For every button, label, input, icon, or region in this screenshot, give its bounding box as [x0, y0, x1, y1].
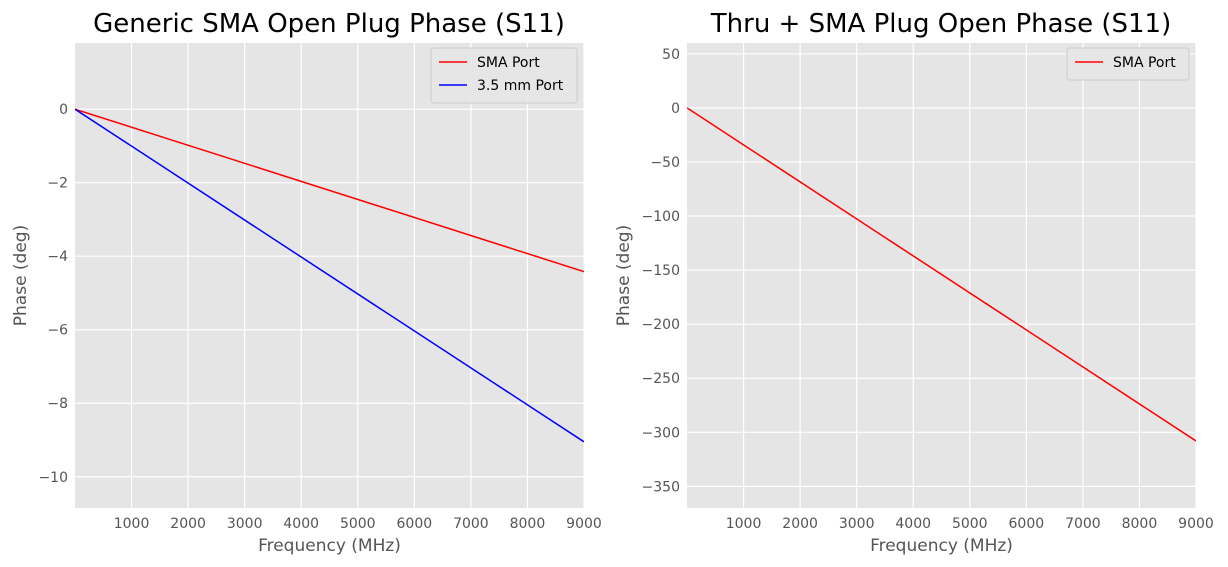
x-tick-label: 8000 — [510, 516, 546, 532]
y-tick-label: −350 — [642, 479, 680, 495]
x-tick-label: 9000 — [1178, 516, 1214, 532]
x-tick-label: 4000 — [895, 516, 931, 532]
y-tick-label: −250 — [642, 371, 680, 387]
y-tick-label: −10 — [38, 470, 68, 486]
legend-label: SMA Port — [1113, 55, 1176, 71]
y-tick-label: −2 — [47, 176, 68, 192]
y-tick-label: −8 — [47, 396, 68, 412]
legend-label: 3.5 mm Port — [477, 78, 564, 94]
x-tick-label: 5000 — [340, 516, 376, 532]
x-tick-label: 3000 — [227, 516, 263, 532]
y-tick-label: −6 — [47, 323, 68, 339]
y-axis-label: Phase (deg) — [614, 225, 634, 326]
x-tick-label: 3000 — [839, 516, 875, 532]
x-tick-label: 2000 — [170, 516, 206, 532]
y-tick-label: −50 — [650, 155, 680, 171]
y-tick-label: −100 — [642, 209, 680, 225]
legend-box — [1066, 47, 1190, 81]
series-line-2 — [75, 108, 584, 443]
x-tick-label: 5000 — [952, 516, 988, 532]
chart-title: Thru + SMA Plug Open Phase (S11) — [710, 9, 1171, 39]
x-tick-label: 2000 — [782, 516, 818, 532]
y-tick-label: −4 — [47, 249, 68, 265]
chart-generic-sma-open-plug-phase: 1000 2000 3000 4000 5000 6000 7000 8000 9000 0 −2 −… — [11, 9, 602, 556]
y-tick-label: 0 — [59, 102, 68, 118]
chart-thru-sma-plug-open-phase: 1000 2000 3000 4000 5000 6000 7000 8000 9000 50 0 −… — [614, 9, 1214, 556]
y-tick-label: −300 — [642, 425, 680, 441]
series-line-1 — [75, 108, 584, 273]
x-tick-label: 4000 — [283, 516, 319, 532]
x-axis-label: Frequency (MHz) — [258, 536, 401, 556]
x-tick-label: 6000 — [1009, 516, 1045, 532]
chart-title: Generic SMA Open Plug Phase (S11) — [93, 9, 565, 39]
x-tick-label: 6000 — [397, 516, 433, 532]
y-tick-label: 50 — [662, 47, 680, 63]
legend-label: SMA Port — [477, 55, 540, 71]
plot-area — [687, 43, 1196, 508]
x-tick-label: 8000 — [1122, 516, 1158, 532]
x-tick-label: 7000 — [1065, 516, 1101, 532]
legend: SMA Port — [1066, 47, 1190, 81]
x-tick-label: 9000 — [566, 516, 602, 532]
series-line-1 — [687, 107, 1196, 442]
x-axis-label: Frequency (MHz) — [870, 536, 1013, 556]
x-tick-label: 1000 — [114, 516, 150, 532]
y-tick-label: −200 — [642, 317, 680, 333]
y-tick-label: 0 — [671, 101, 680, 117]
legend-box — [430, 47, 578, 104]
y-axis-label: Phase (deg) — [11, 225, 31, 326]
x-tick-label: 7000 — [453, 516, 489, 532]
x-tick-label: 1000 — [726, 516, 762, 532]
legend: SMA Port 3.5 mm Port — [430, 47, 578, 104]
y-tick-label: −150 — [642, 263, 680, 279]
